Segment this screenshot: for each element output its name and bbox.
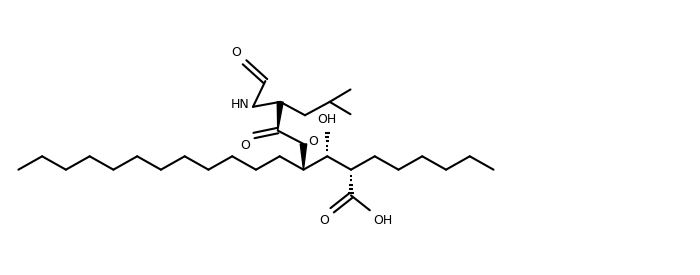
Text: O: O (318, 214, 329, 227)
Text: OH: OH (318, 113, 337, 126)
Text: O: O (231, 46, 241, 59)
Text: HN: HN (231, 98, 249, 111)
Text: O: O (309, 136, 318, 148)
Polygon shape (300, 144, 307, 170)
Text: O: O (241, 139, 251, 152)
Polygon shape (277, 101, 284, 131)
Text: OH: OH (373, 214, 393, 227)
